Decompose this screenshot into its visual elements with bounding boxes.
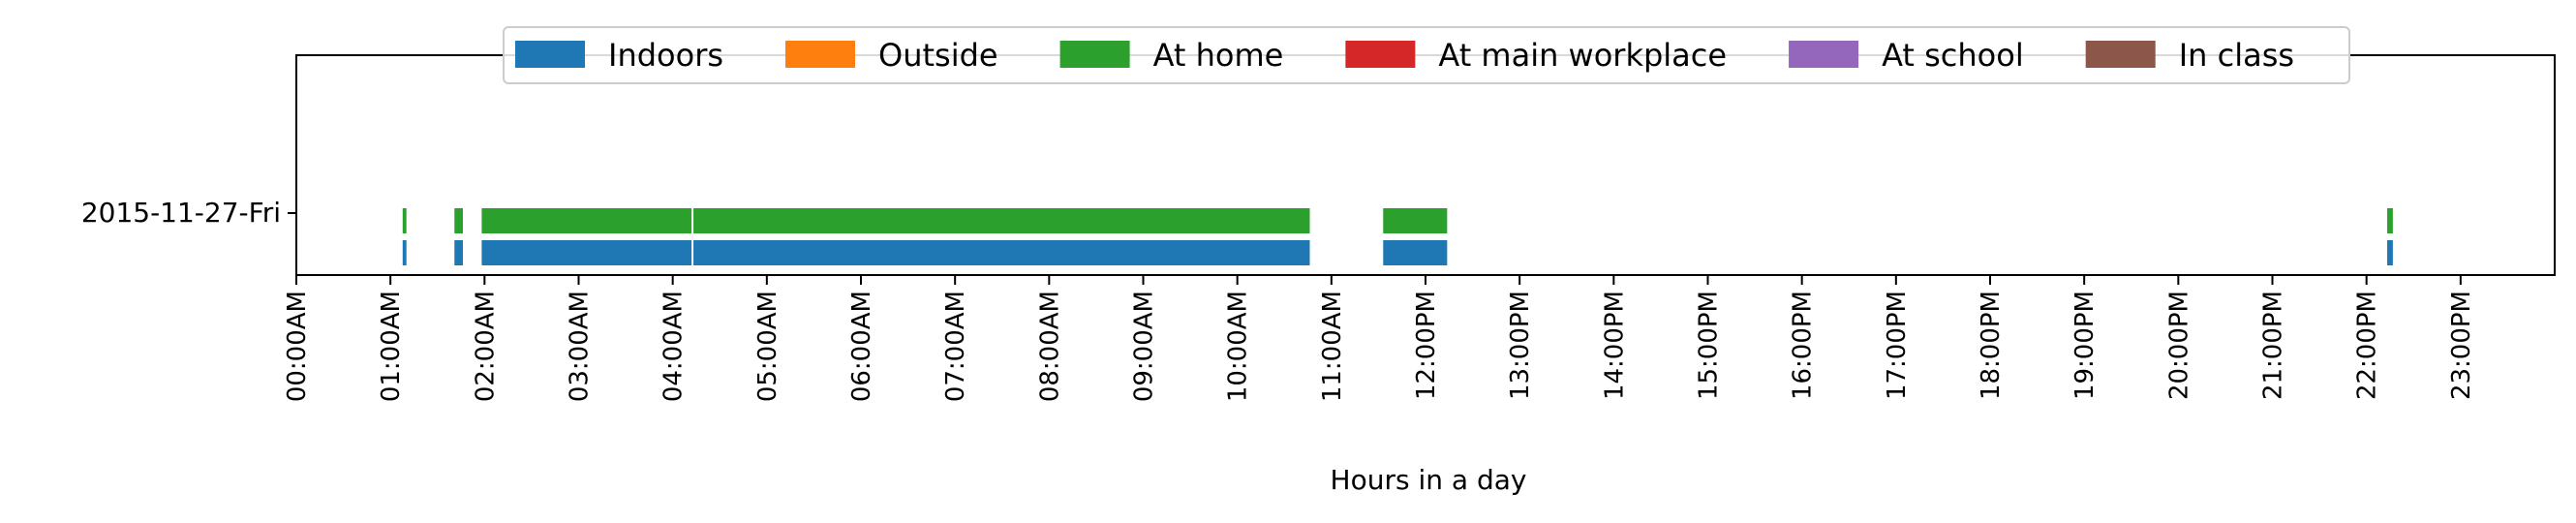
legend-item: In class (2085, 37, 2294, 74)
x-tick-label: 21:00PM (2259, 291, 2288, 400)
legend-swatch (515, 41, 585, 68)
x-tick-label: 08:00AM (1035, 291, 1064, 402)
legend-item: At home (1059, 37, 1284, 74)
x-tick-label: 18:00PM (1977, 291, 2006, 400)
x-tick-label: 10:00AM (1224, 291, 1253, 402)
legend-label: At school (1882, 37, 2024, 74)
legend-label: At home (1153, 37, 1284, 74)
x-tick-label: 13:00PM (1506, 291, 1535, 400)
x-axis: 2015-11-27-Fri 00:00AM 01:00AM 02:00AM 03:00… (81, 197, 2476, 402)
x-tick-label: 06:00AM (847, 291, 876, 402)
x-tick-label: 12:00PM (1412, 291, 1441, 400)
x-tick-label: 00:00AM (283, 291, 312, 402)
legend: Indoors Outside At home At main workplace At… (503, 26, 2350, 84)
legend-swatch (785, 41, 856, 68)
x-tick-label: 19:00PM (2070, 291, 2100, 400)
x-tick-label: 15:00PM (1695, 291, 1724, 400)
x-tick-label: 09:00AM (1130, 291, 1159, 402)
legend-label: In class (2179, 37, 2294, 74)
timeline-bar-at-home (454, 208, 463, 233)
x-tick-label: 16:00PM (1789, 291, 1818, 400)
x-tick-label: 11:00AM (1318, 291, 1347, 402)
legend-label: Indoors (608, 37, 723, 74)
plot-area (295, 54, 2556, 276)
timeline-bar-indoors (481, 240, 692, 265)
legend-label: Outside (878, 37, 998, 74)
timeline-bar-indoors (454, 240, 463, 265)
legend-swatch (2085, 41, 2156, 68)
timeline-bar-at-home (693, 208, 1310, 233)
x-tick-label: 17:00PM (1883, 291, 1912, 400)
x-tick-label: 01:00AM (377, 291, 406, 402)
x-tick-label: 03:00AM (566, 291, 595, 402)
legend-item: Indoors (515, 37, 723, 74)
legend-item: At school (1789, 37, 2024, 74)
x-tick-label: 14:00PM (1600, 291, 1629, 400)
timeline-bar-indoors (2387, 240, 2393, 265)
x-tick-label: 05:00AM (753, 291, 782, 402)
x-tick-label: 04:00AM (659, 291, 689, 402)
y-tick-label: 2015-11-27-Fri (81, 197, 281, 229)
legend-swatch (1789, 41, 1859, 68)
timeline-bar-at-home (402, 208, 407, 233)
legend-item: Outside (785, 37, 998, 74)
x-tick-label: 02:00AM (471, 291, 500, 402)
legend-swatch (1059, 41, 1130, 68)
x-axis-label: Hours in a day (1331, 464, 1527, 496)
legend-item: At main workplace (1345, 37, 1727, 74)
legend-label: At main workplace (1438, 37, 1727, 74)
x-tick-label: 23:00PM (2447, 291, 2476, 400)
x-tick-label: 07:00AM (941, 291, 970, 402)
timeline-bar-at-home (1383, 208, 1448, 233)
timeline-bar-indoors (693, 240, 1310, 265)
x-tick-label: 22:00PM (2353, 291, 2382, 400)
legend-box (503, 26, 2350, 84)
timeline-bar-at-home (2387, 208, 2393, 233)
timeline-bar-at-home (481, 208, 692, 233)
timeline-bar-indoors (402, 240, 407, 265)
timeline-bar-indoors (1383, 240, 1448, 265)
x-tick-label: 20:00PM (2164, 291, 2193, 400)
legend-swatch (1345, 41, 1416, 68)
